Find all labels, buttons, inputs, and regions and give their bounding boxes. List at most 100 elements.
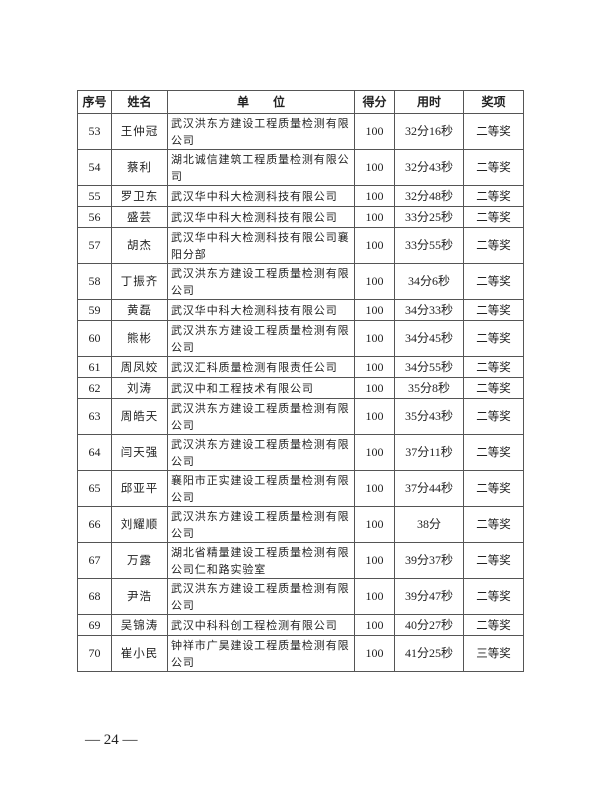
organization: 武汉洪东方建设工程质量检测有限公司: [167, 113, 355, 150]
award: 二等奖: [463, 299, 524, 321]
time-used: 41分25秒: [394, 635, 464, 672]
score: 100: [354, 113, 395, 150]
award: 二等奖: [463, 434, 524, 471]
award: 二等奖: [463, 578, 524, 615]
person-name: 周皓天: [111, 398, 168, 435]
row-number: 55: [77, 185, 112, 207]
table-row: 53 王仲冠 武汉洪东方建设工程质量检测有限公司 100 32分16秒 二等奖: [77, 113, 524, 150]
organization: 襄阳市正实建设工程质量检测有限公司: [167, 470, 355, 507]
time-used: 39分47秒: [394, 578, 464, 615]
score: 100: [354, 434, 395, 471]
person-name: 蔡利: [111, 149, 168, 186]
person-name: 丁振齐: [111, 263, 168, 300]
row-number: 64: [77, 434, 112, 471]
header-row: 序号 姓名 单 位 得分 用时 奖项: [77, 90, 524, 114]
organization: 武汉华中科大检测科技有限公司襄阳分部: [167, 227, 355, 264]
person-name: 吴锦涛: [111, 614, 168, 636]
award: 三等奖: [463, 635, 524, 672]
organization: 武汉中科科创工程检测有限公司: [167, 614, 355, 636]
award: 二等奖: [463, 149, 524, 186]
time-used: 32分43秒: [394, 149, 464, 186]
header-unit: 单 位: [167, 90, 355, 114]
score: 100: [354, 206, 395, 228]
row-number: 67: [77, 542, 112, 579]
row-number: 57: [77, 227, 112, 264]
score: 100: [354, 542, 395, 579]
organization: 武汉汇科质量检测有限责任公司: [167, 356, 355, 378]
award: 二等奖: [463, 356, 524, 378]
table-row: 67 万露 湖北省精量建设工程质量检测有限公司仁和路实验室 100 39分37秒 二等奖: [77, 542, 524, 579]
person-name: 熊彬: [111, 320, 168, 357]
row-number: 66: [77, 506, 112, 543]
time-used: 34分55秒: [394, 356, 464, 378]
table-row: 64 闫天强 武汉洪东方建设工程质量检测有限公司 100 37分11秒 二等奖: [77, 434, 524, 471]
award: 二等奖: [463, 377, 524, 399]
time-used: 40分27秒: [394, 614, 464, 636]
time-used: 37分44秒: [394, 470, 464, 507]
award: 二等奖: [463, 185, 524, 207]
person-name: 刘耀顺: [111, 506, 168, 543]
award: 二等奖: [463, 263, 524, 300]
score: 100: [354, 614, 395, 636]
person-name: 胡杰: [111, 227, 168, 264]
time-used: 33分55秒: [394, 227, 464, 264]
award: 二等奖: [463, 398, 524, 435]
row-number: 63: [77, 398, 112, 435]
organization: 武汉洪东方建设工程质量检测有限公司: [167, 434, 355, 471]
row-number: 61: [77, 356, 112, 378]
row-number: 70: [77, 635, 112, 672]
table-row: 54 蔡利 湖北诚信建筑工程质量检测有限公司 100 32分43秒 二等奖: [77, 149, 524, 186]
person-name: 崔小民: [111, 635, 168, 672]
header-award: 奖项: [463, 90, 524, 114]
header-no: 序号: [77, 90, 112, 114]
row-number: 65: [77, 470, 112, 507]
row-number: 53: [77, 113, 112, 150]
award: 二等奖: [463, 227, 524, 264]
row-number: 69: [77, 614, 112, 636]
score: 100: [354, 149, 395, 186]
header-score: 得分: [354, 90, 395, 114]
time-used: 32分16秒: [394, 113, 464, 150]
person-name: 盛芸: [111, 206, 168, 228]
organization: 武汉华中科大检测科技有限公司: [167, 206, 355, 228]
score: 100: [354, 398, 395, 435]
table-row: 68 尹浩 武汉洪东方建设工程质量检测有限公司 100 39分47秒 二等奖: [77, 578, 524, 615]
time-used: 39分37秒: [394, 542, 464, 579]
page-number: — 24 —: [85, 732, 138, 748]
award: 二等奖: [463, 506, 524, 543]
organization: 湖北诚信建筑工程质量检测有限公司: [167, 149, 355, 186]
table-row: 58 丁振齐 武汉洪东方建设工程质量检测有限公司 100 34分6秒 二等奖: [77, 263, 524, 300]
score: 100: [354, 506, 395, 543]
header-time: 用时: [394, 90, 464, 114]
row-number: 58: [77, 263, 112, 300]
row-number: 62: [77, 377, 112, 399]
score: 100: [354, 185, 395, 207]
organization: 钟祥市广昊建设工程质量检测有限公司: [167, 635, 355, 672]
row-number: 54: [77, 149, 112, 186]
organization: 武汉洪东方建设工程质量检测有限公司: [167, 506, 355, 543]
person-name: 罗卫东: [111, 185, 168, 207]
table-row: 66 刘耀顺 武汉洪东方建设工程质量检测有限公司 100 38分 二等奖: [77, 506, 524, 543]
organization: 武汉中和工程技术有限公司: [167, 377, 355, 399]
row-number: 59: [77, 299, 112, 321]
score: 100: [354, 263, 395, 300]
table-row: 57 胡杰 武汉华中科大检测科技有限公司襄阳分部 100 33分55秒 二等奖: [77, 227, 524, 264]
time-used: 34分33秒: [394, 299, 464, 321]
award: 二等奖: [463, 470, 524, 507]
score: 100: [354, 320, 395, 357]
score: 100: [354, 578, 395, 615]
award: 二等奖: [463, 542, 524, 579]
time-used: 38分: [394, 506, 464, 543]
organization: 武汉华中科大检测科技有限公司: [167, 299, 355, 321]
table-row: 60 熊彬 武汉洪东方建设工程质量检测有限公司 100 34分45秒 二等奖: [77, 320, 524, 357]
row-number: 56: [77, 206, 112, 228]
time-used: 35分43秒: [394, 398, 464, 435]
score: 100: [354, 356, 395, 378]
table-row: 56 盛芸 武汉华中科大检测科技有限公司 100 33分25秒 二等奖: [77, 206, 524, 228]
person-name: 黄磊: [111, 299, 168, 321]
row-number: 68: [77, 578, 112, 615]
score: 100: [354, 377, 395, 399]
time-used: 34分45秒: [394, 320, 464, 357]
organization: 武汉洪东方建设工程质量检测有限公司: [167, 263, 355, 300]
score: 100: [354, 299, 395, 321]
